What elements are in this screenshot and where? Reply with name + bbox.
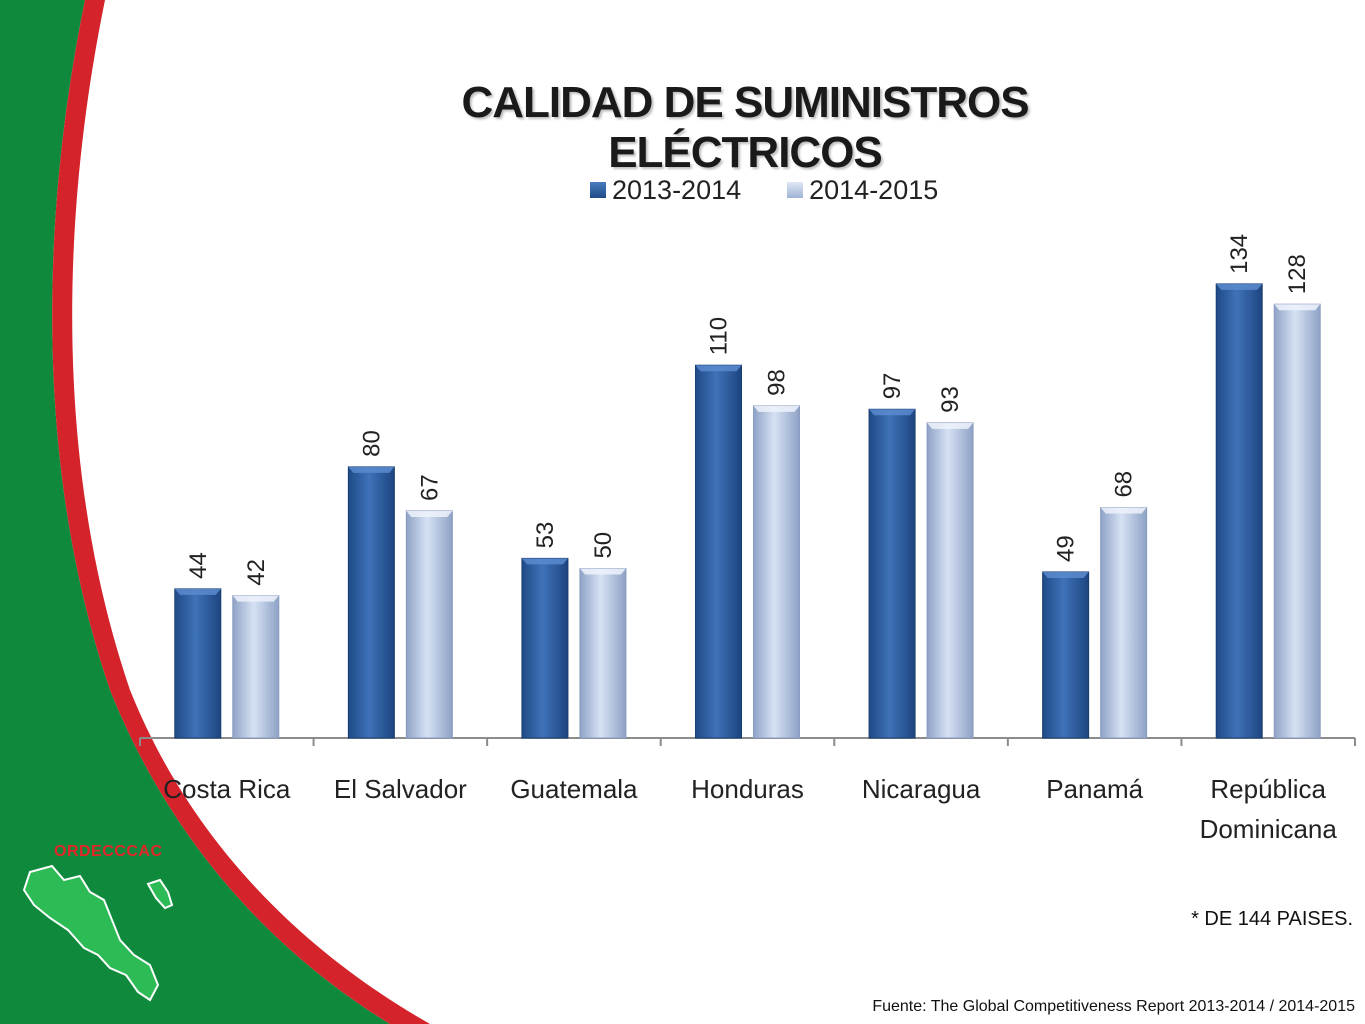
legend-item-series-2: 2014-2015 [787, 175, 938, 206]
bar-bevel [348, 466, 395, 473]
data-label: 128 [1284, 254, 1311, 294]
bar-series-2 [232, 595, 280, 739]
legend-item-series-1: 2013-2014 [590, 175, 741, 206]
bar-bevel [1100, 507, 1147, 514]
bar-series-1 [695, 364, 742, 739]
x-tick-label: Guatemala [510, 774, 638, 804]
bar-series-2 [753, 405, 800, 739]
data-label: 98 [764, 369, 791, 396]
data-label: 53 [532, 522, 559, 549]
data-label: 110 [706, 317, 733, 355]
bar-series-1 [868, 408, 916, 739]
bar-bevel [1042, 571, 1089, 578]
chart-title: CALIDAD DE SUMINISTROS ELÉCTRICOS [461, 78, 1029, 177]
bar-bevel [927, 422, 974, 429]
chart-legend: 2013-2014 2014-2015 [590, 172, 938, 208]
bar-series-2 [1100, 507, 1148, 739]
legend-label-series-1: 2013-2014 [612, 174, 742, 205]
bar-series-2 [1273, 303, 1321, 739]
data-label: 134 [1226, 234, 1253, 274]
x-tick-label: República [1210, 774, 1326, 804]
legend-swatch-series-2 [787, 182, 804, 198]
bar-series-2 [926, 422, 974, 739]
data-label: 97 [879, 373, 906, 400]
x-tick-label: El Salvador [334, 774, 467, 804]
data-label: 44 [185, 552, 212, 579]
bar-bevel [174, 588, 221, 595]
x-tick-label: Dominicana [1200, 814, 1338, 844]
legend-label-series-2: 2014-2015 [809, 174, 939, 205]
data-label: 42 [243, 559, 270, 586]
bar-bevel [1274, 304, 1321, 311]
source-citation: Fuente: The Global Competitiveness Repor… [872, 998, 1355, 1015]
data-label: 50 [590, 532, 617, 559]
bar-bevel [753, 405, 800, 412]
bar-bevel [232, 595, 279, 602]
map-icon [22, 864, 174, 1002]
logo-text: ORDECCCAC [54, 843, 163, 860]
bar-series-2 [405, 510, 453, 739]
countries-note: * DE 144 PAISES. [1191, 908, 1353, 930]
x-tick-label: Panamá [1046, 774, 1143, 804]
bar-series-1 [347, 466, 395, 739]
bar-bevel [1216, 283, 1263, 290]
bar-series-2 [579, 568, 627, 739]
bar-series-1 [521, 557, 569, 739]
x-tick-label: Nicaragua [862, 774, 981, 804]
bar-bevel [521, 558, 568, 565]
green-band [0, 0, 390, 1024]
data-label: 67 [416, 474, 443, 501]
data-label: 68 [1111, 471, 1138, 498]
data-label: 80 [358, 430, 385, 457]
bar-series-1 [1215, 283, 1263, 739]
legend-swatch-series-1 [590, 182, 606, 198]
data-label: 93 [937, 386, 964, 413]
bar-series-1 [1042, 571, 1090, 739]
bar-bevel [695, 365, 742, 372]
data-label: 49 [1053, 535, 1080, 562]
bar-bevel [579, 568, 626, 575]
x-tick-label: Honduras [691, 774, 804, 804]
bar-bevel [406, 510, 453, 517]
x-tick-label: Costa Rica [163, 774, 291, 804]
bar-bevel [869, 409, 916, 416]
bar-series-1 [174, 588, 222, 739]
